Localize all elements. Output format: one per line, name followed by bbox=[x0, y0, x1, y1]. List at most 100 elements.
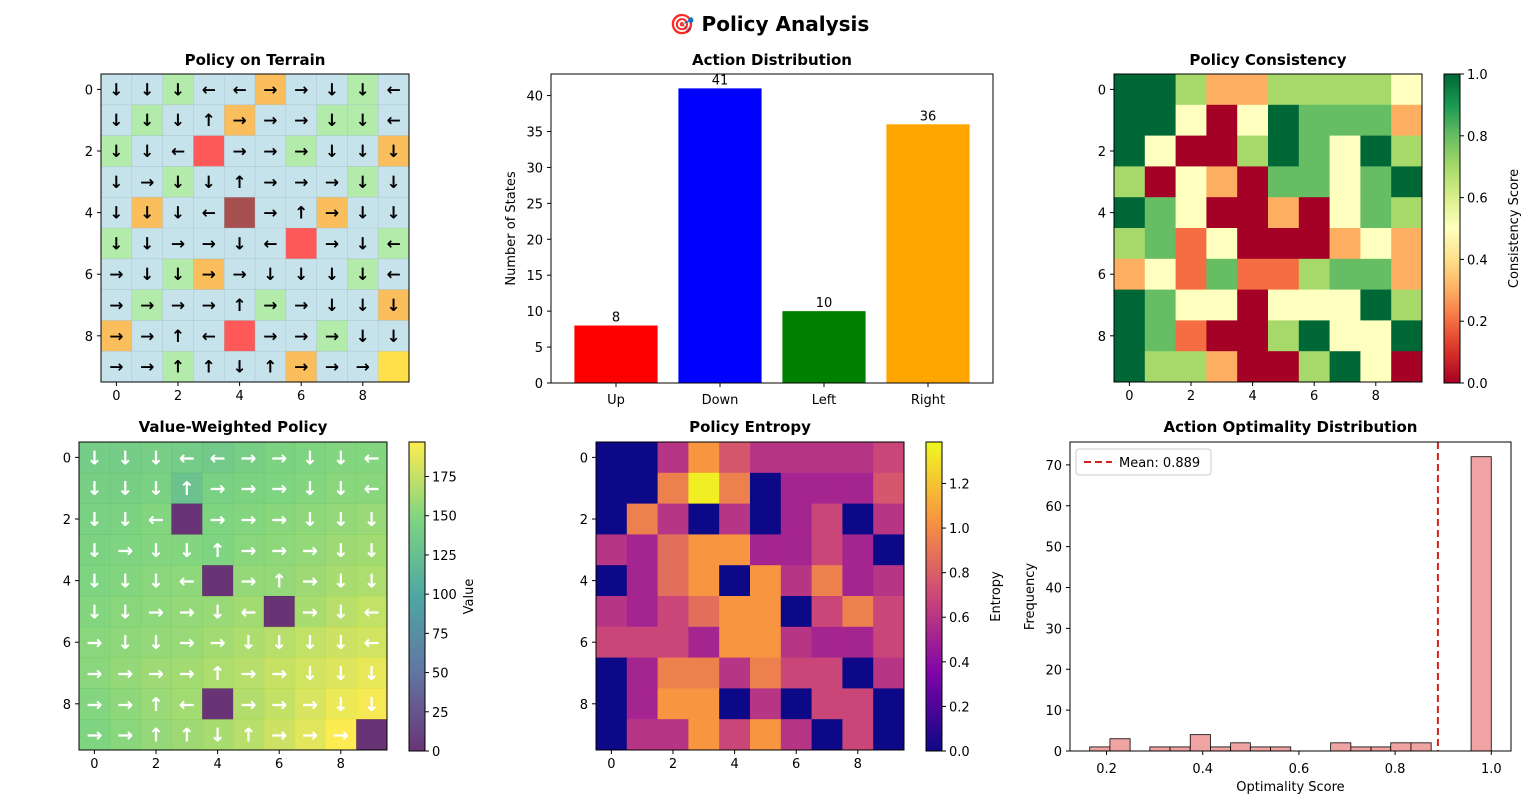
value-policy-arrow: → bbox=[86, 694, 102, 716]
terrain-cell bbox=[316, 258, 348, 291]
policy-arrow: ← bbox=[386, 80, 400, 100]
opt-y-tick-label: 40 bbox=[1045, 582, 1062, 597]
entropy-cell bbox=[811, 534, 843, 566]
value-policy-arrow: → bbox=[117, 540, 133, 562]
consistency-cell bbox=[1268, 166, 1300, 198]
value-policy-arrow: ↓ bbox=[333, 478, 349, 500]
y-tick-label: 25 bbox=[526, 197, 543, 212]
terrain-cell bbox=[316, 197, 348, 229]
value-policy-arrow: ↓ bbox=[333, 509, 349, 531]
entropy-cbar-label: 0.0 bbox=[949, 745, 970, 760]
policy-arrow: ↓ bbox=[356, 173, 370, 193]
entropy-cell bbox=[688, 534, 720, 566]
value-policy-arrow: ↑ bbox=[271, 571, 287, 593]
consistency-cell bbox=[1144, 166, 1177, 198]
terrain-cell bbox=[347, 351, 379, 383]
value-cell bbox=[263, 657, 296, 689]
value-cell bbox=[140, 472, 172, 505]
value-cell bbox=[356, 565, 388, 597]
policy-arrow: → bbox=[171, 234, 185, 254]
entropy-cell bbox=[842, 596, 874, 628]
value-cell bbox=[171, 596, 203, 628]
entropy-cell bbox=[750, 534, 782, 566]
consistency-cell bbox=[1329, 197, 1361, 229]
consistency-ytick-label: 0 bbox=[1098, 83, 1106, 98]
opt-y-tick-label: 10 bbox=[1045, 704, 1062, 719]
consistency-cell bbox=[1114, 320, 1146, 352]
consistency-cell bbox=[1144, 74, 1177, 106]
value-policy-arrow: ↓ bbox=[210, 725, 226, 747]
consistency-cell bbox=[1360, 166, 1392, 198]
opt-y-tick-label: 60 bbox=[1045, 500, 1062, 515]
policy-arrow: ← bbox=[386, 234, 400, 254]
policy-arrow: → bbox=[109, 358, 123, 378]
value-cell bbox=[325, 442, 357, 474]
value-policy-arrow: ↓ bbox=[333, 694, 349, 716]
value-cell bbox=[140, 534, 172, 566]
entropy-colorbar-title: Entropy bbox=[989, 571, 1004, 622]
value-policy-arrow: → bbox=[240, 540, 256, 562]
histogram-bar bbox=[1210, 746, 1232, 752]
value-cell bbox=[294, 442, 326, 474]
consistency-xtick-label: 0 bbox=[1125, 389, 1133, 404]
value-cell bbox=[356, 688, 388, 720]
policy-arrow: ↓ bbox=[140, 142, 154, 162]
value-policy-arrow: → bbox=[86, 663, 102, 685]
policy-arrow: ↓ bbox=[356, 111, 370, 131]
terrain-cell bbox=[255, 289, 287, 321]
policy-arrow: ↓ bbox=[232, 358, 246, 378]
entropy-cell bbox=[811, 565, 843, 597]
entropy-colorbar bbox=[925, 441, 943, 752]
terrain-cell bbox=[162, 351, 194, 383]
terrain-cell bbox=[378, 258, 410, 291]
value-policy-arrow: ↓ bbox=[333, 663, 349, 685]
terrain-cell bbox=[162, 289, 194, 321]
value-ytick-label: 2 bbox=[63, 513, 71, 528]
consistency-cell bbox=[1206, 351, 1238, 383]
policy-arrow: → bbox=[140, 173, 154, 193]
entropy-cell bbox=[780, 534, 813, 566]
consistency-cell bbox=[1237, 104, 1269, 137]
value-policy-arrow: → bbox=[333, 725, 349, 747]
entropy-cell bbox=[750, 442, 782, 474]
entropy-cell bbox=[719, 565, 751, 597]
consistency-cell bbox=[1268, 351, 1300, 383]
histogram-bar bbox=[1189, 734, 1211, 752]
value-policy-arrow: ← bbox=[148, 509, 164, 531]
consistency-cell bbox=[1237, 228, 1269, 260]
value-cell bbox=[356, 626, 388, 659]
entropy-xtick-label: 8 bbox=[854, 757, 862, 772]
policy-arrow: ↑ bbox=[263, 358, 277, 378]
value-cell bbox=[140, 503, 172, 535]
value-policy-arrow: → bbox=[271, 447, 287, 469]
entropy-cell bbox=[596, 442, 628, 474]
consistency-cell bbox=[1114, 258, 1146, 291]
value-policy-arrow: ↓ bbox=[364, 663, 380, 685]
policy-arrow: → bbox=[263, 296, 277, 316]
value-cell bbox=[202, 688, 234, 720]
terrain-cell bbox=[378, 228, 410, 260]
entropy-cell bbox=[842, 719, 874, 751]
consistency-cell bbox=[1114, 228, 1146, 260]
entropy-cell bbox=[719, 442, 751, 474]
consistency-cell bbox=[1206, 74, 1238, 106]
value-cell bbox=[325, 626, 357, 659]
consistency-cell bbox=[1360, 258, 1392, 291]
terrain-cell bbox=[316, 289, 348, 321]
terrain-cell bbox=[316, 228, 348, 260]
policy-arrow: ↓ bbox=[386, 173, 400, 193]
consistency-cell bbox=[1298, 228, 1331, 260]
value-cell bbox=[140, 565, 172, 597]
value-policy-arrow: ↓ bbox=[86, 601, 102, 623]
policy-arrow: → bbox=[263, 111, 277, 131]
consistency-cell bbox=[1237, 289, 1269, 321]
consistency-cell bbox=[1114, 351, 1146, 383]
consistency-cell bbox=[1175, 258, 1207, 291]
policy-arrow: ↓ bbox=[202, 173, 216, 193]
value-cell bbox=[171, 442, 203, 474]
consistency-cell bbox=[1298, 135, 1331, 167]
value-cell bbox=[79, 596, 111, 628]
consistency-cell bbox=[1391, 166, 1423, 198]
consistency-cell bbox=[1237, 320, 1269, 352]
entropy-title: Policy Entropy bbox=[689, 418, 811, 436]
